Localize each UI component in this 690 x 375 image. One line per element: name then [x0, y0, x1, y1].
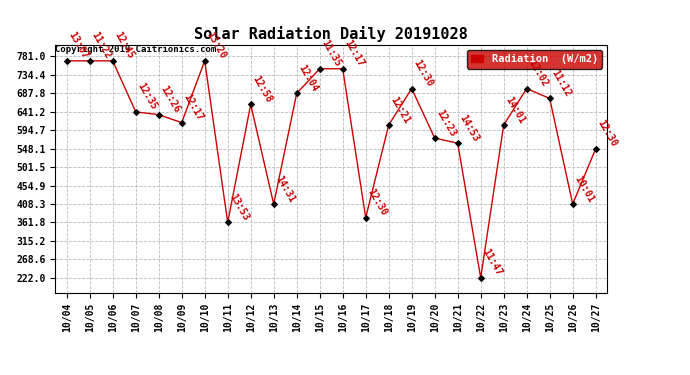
Point [498, 122, 509, 128]
Point [567, 201, 578, 207]
Text: 13:53: 13:53 [228, 192, 251, 222]
Point [429, 135, 440, 141]
Text: 10:01: 10:01 [573, 174, 596, 204]
Point [452, 140, 463, 146]
Text: 12:30: 12:30 [412, 58, 435, 88]
Text: 11:47: 11:47 [481, 248, 504, 278]
Text: 12:17: 12:17 [181, 92, 205, 123]
Point [245, 101, 256, 107]
Point [199, 58, 210, 64]
Point [107, 58, 118, 64]
Text: 12:02: 12:02 [526, 58, 550, 88]
Text: 14:53: 14:53 [457, 113, 481, 143]
Text: 14:01: 14:01 [504, 94, 527, 125]
Point [268, 201, 279, 207]
Text: 12:58: 12:58 [250, 74, 274, 104]
Text: 14:31: 14:31 [274, 174, 297, 204]
Point [360, 214, 371, 220]
Point [544, 96, 555, 102]
Point [590, 146, 601, 152]
Text: 11:35: 11:35 [319, 38, 343, 69]
Point [291, 90, 302, 96]
Point [61, 58, 72, 64]
Text: 12:21: 12:21 [388, 94, 412, 125]
Point [222, 219, 233, 225]
Title: Solar Radiation Daily 20191028: Solar Radiation Daily 20191028 [195, 27, 468, 42]
Text: 12:17: 12:17 [343, 38, 366, 69]
Text: 12:30: 12:30 [595, 118, 619, 149]
Text: 13:20: 13:20 [205, 30, 228, 61]
Point [406, 86, 417, 92]
Legend: Radiation  (W/m2): Radiation (W/m2) [466, 50, 602, 69]
Text: 12:23: 12:23 [435, 108, 458, 138]
Text: 12:35: 12:35 [136, 81, 159, 112]
Text: 11:22: 11:22 [90, 30, 113, 61]
Text: 12:26: 12:26 [159, 84, 182, 115]
Text: 13:07: 13:07 [67, 30, 90, 61]
Point [153, 112, 164, 118]
Text: 12:45: 12:45 [112, 30, 136, 61]
Text: 11:12: 11:12 [550, 68, 573, 99]
Point [314, 66, 325, 72]
Point [176, 120, 187, 126]
Point [337, 66, 348, 72]
Text: 12:04: 12:04 [297, 63, 320, 93]
Point [475, 275, 486, 281]
Point [84, 58, 95, 64]
Text: 12:30: 12:30 [366, 187, 389, 218]
Text: Copyright 2019 Caitrionics.com: Copyright 2019 Caitrionics.com [55, 45, 217, 54]
Point [130, 109, 141, 115]
Point [383, 122, 394, 128]
Point [521, 86, 532, 92]
